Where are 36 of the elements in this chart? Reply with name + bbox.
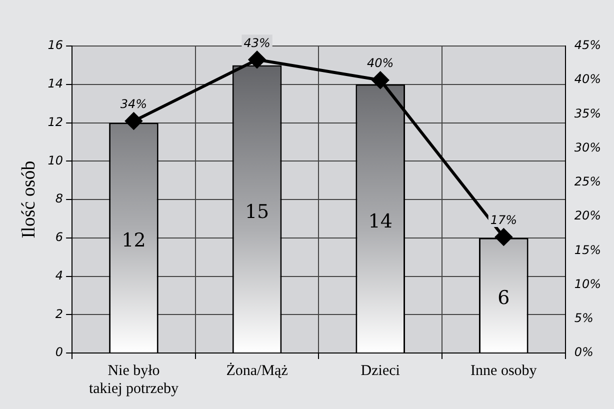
data-label: 43% [244, 36, 270, 50]
data-label: 40% [367, 56, 394, 70]
x-tick-label: Nie było takiej potrzeby [88, 362, 179, 397]
x-tick-label: Dzieci [360, 362, 400, 379]
y-tick-label: 8 [55, 192, 64, 206]
y2-tick-label: 40% [574, 72, 601, 86]
y-tick-label: 6 [55, 230, 64, 244]
y2-tick-label: 20% [574, 208, 601, 223]
x-tick-label: Żona/Mąż [226, 362, 288, 379]
y2-tick-label: 15% [574, 242, 601, 257]
data-label: 14 [368, 210, 392, 232]
y-tick-label: 10 [48, 153, 64, 168]
data-label: 34% [120, 97, 148, 112]
y2-tick-label: 35% [574, 106, 601, 120]
point [372, 72, 389, 89]
y2-tick-label: 25% [574, 174, 601, 189]
y2-tick-label: 10% [574, 276, 601, 291]
y-tick-label: 12 [48, 114, 64, 129]
y2-tick-label: 45% [574, 38, 601, 52]
data-label: 17% [490, 213, 518, 228]
data-label: 12 [122, 230, 146, 252]
y2-tick-label: 5% [574, 311, 594, 326]
point [125, 112, 142, 130]
y-tick-label: 2 [55, 306, 64, 321]
x-tick-label: Inne osoby [470, 362, 538, 379]
point [495, 228, 512, 246]
point [248, 51, 266, 68]
y2-tick-label: 0% [574, 345, 594, 360]
y-tick-label: 14 [48, 76, 64, 90]
y-tick-label: 16 [48, 38, 64, 52]
y-tick-label: 4 [55, 268, 64, 282]
y-axis-title: Ilość osób [18, 160, 40, 238]
y-tick-label: 0 [55, 345, 64, 360]
data-label: 15 [244, 200, 270, 223]
y2-tick-label: 30% [574, 140, 601, 154]
data-label: 6 [498, 287, 510, 310]
